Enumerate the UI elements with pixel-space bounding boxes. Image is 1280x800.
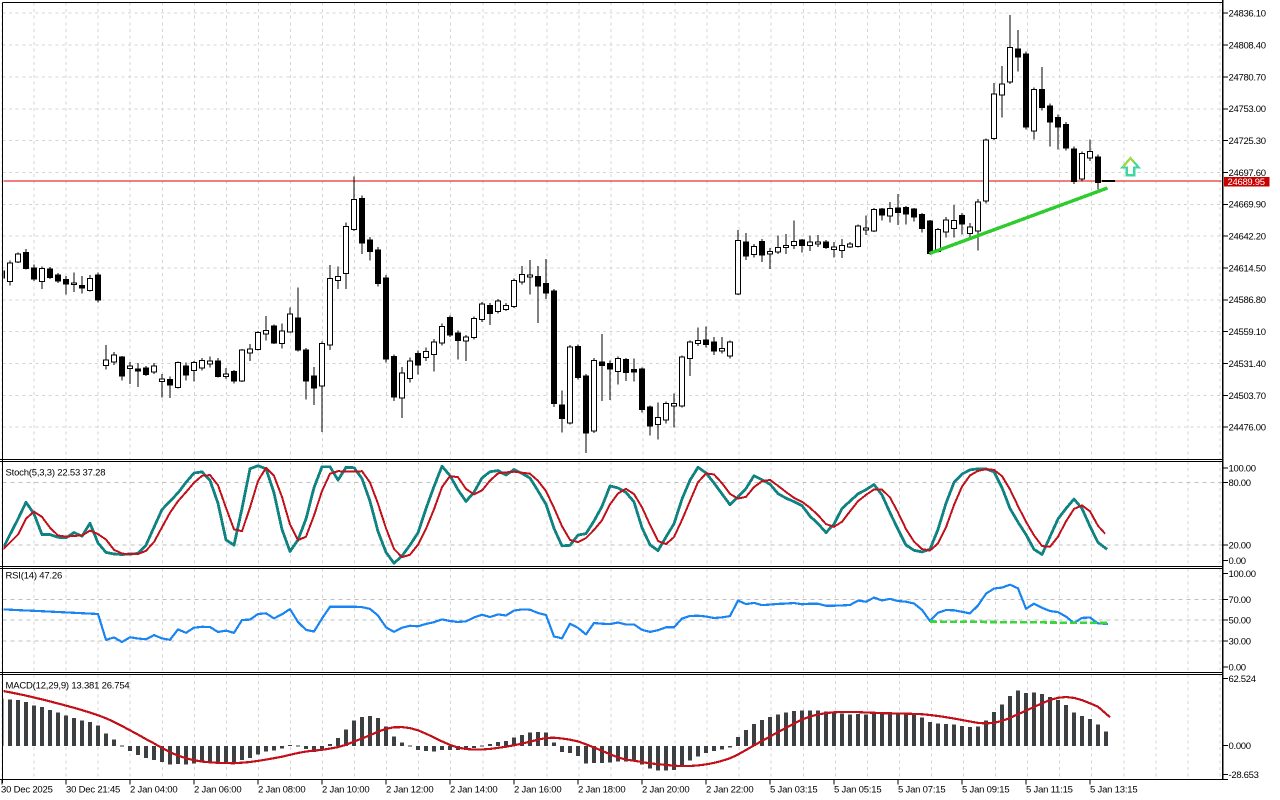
svg-text:2 Jan 16:00: 2 Jan 16:00 bbox=[514, 785, 561, 796]
svg-text:Stoch(5,3,3) 22.53 37.28: Stoch(5,3,3) 22.53 37.28 bbox=[6, 468, 106, 479]
svg-text:24836.10: 24836.10 bbox=[1229, 9, 1266, 20]
svg-text:RSI(14) 47.26: RSI(14) 47.26 bbox=[6, 571, 63, 582]
svg-text:24689.95: 24689.95 bbox=[1228, 177, 1265, 188]
svg-text:70.00: 70.00 bbox=[1229, 595, 1251, 606]
svg-text:50.00: 50.00 bbox=[1229, 616, 1251, 627]
svg-text:MACD(12,29,9) 13.381 26.754: MACD(12,29,9) 13.381 26.754 bbox=[6, 681, 130, 692]
svg-text:100.00: 100.00 bbox=[1229, 569, 1256, 580]
svg-text:24753.00: 24753.00 bbox=[1229, 104, 1266, 115]
svg-text:100.00: 100.00 bbox=[1229, 463, 1256, 474]
svg-text:2 Jan 22:00: 2 Jan 22:00 bbox=[706, 785, 753, 796]
svg-text:2 Jan 08:00: 2 Jan 08:00 bbox=[258, 785, 305, 796]
svg-text:2 Jan 14:00: 2 Jan 14:00 bbox=[450, 785, 497, 796]
svg-text:5 Jan 03:15: 5 Jan 03:15 bbox=[770, 785, 817, 796]
svg-text:24586.80: 24586.80 bbox=[1229, 295, 1266, 306]
svg-text:20.00: 20.00 bbox=[1229, 541, 1251, 552]
svg-text:2 Jan 04:00: 2 Jan 04:00 bbox=[130, 785, 177, 796]
svg-text:62.524: 62.524 bbox=[1229, 674, 1256, 685]
svg-text:5 Jan 09:15: 5 Jan 09:15 bbox=[962, 785, 1009, 796]
svg-text:0.000: 0.000 bbox=[1229, 741, 1251, 752]
svg-text:30 Dec 21:45: 30 Dec 21:45 bbox=[66, 785, 120, 796]
svg-text:0.00: 0.00 bbox=[1229, 556, 1246, 567]
svg-text:24476.00: 24476.00 bbox=[1229, 423, 1266, 434]
svg-text:5 Jan 07:15: 5 Jan 07:15 bbox=[898, 785, 945, 796]
svg-text:5 Jan 11:15: 5 Jan 11:15 bbox=[1026, 785, 1073, 796]
svg-text:24642.20: 24642.20 bbox=[1229, 232, 1266, 243]
svg-text:5 Jan 13:15: 5 Jan 13:15 bbox=[1090, 785, 1137, 796]
svg-text:2 Jan 06:00: 2 Jan 06:00 bbox=[194, 785, 241, 796]
svg-text:24780.70: 24780.70 bbox=[1229, 72, 1266, 83]
svg-text:2 Jan 10:00: 2 Jan 10:00 bbox=[322, 785, 369, 796]
svg-text:30 Dec 2025: 30 Dec 2025 bbox=[1, 785, 53, 796]
svg-text:24614.50: 24614.50 bbox=[1229, 263, 1266, 274]
svg-text:2 Jan 20:00: 2 Jan 20:00 bbox=[642, 785, 689, 796]
svg-text:24808.40: 24808.40 bbox=[1229, 41, 1266, 52]
svg-text:24669.90: 24669.90 bbox=[1229, 200, 1266, 211]
svg-text:2 Jan 12:00: 2 Jan 12:00 bbox=[386, 785, 433, 796]
svg-text:30.00: 30.00 bbox=[1229, 637, 1251, 648]
svg-text:24697.60: 24697.60 bbox=[1229, 168, 1266, 179]
svg-text:0.00: 0.00 bbox=[1229, 662, 1246, 673]
svg-text:24559.10: 24559.10 bbox=[1229, 327, 1266, 338]
svg-text:80.00: 80.00 bbox=[1229, 478, 1251, 489]
svg-text:5 Jan 05:15: 5 Jan 05:15 bbox=[834, 785, 881, 796]
svg-text:2 Jan 18:00: 2 Jan 18:00 bbox=[578, 785, 625, 796]
svg-text:24531.40: 24531.40 bbox=[1229, 359, 1266, 370]
svg-text:-28.653: -28.653 bbox=[1229, 770, 1259, 781]
svg-text:24503.70: 24503.70 bbox=[1229, 391, 1266, 402]
svg-text:24725.30: 24725.30 bbox=[1229, 136, 1266, 147]
